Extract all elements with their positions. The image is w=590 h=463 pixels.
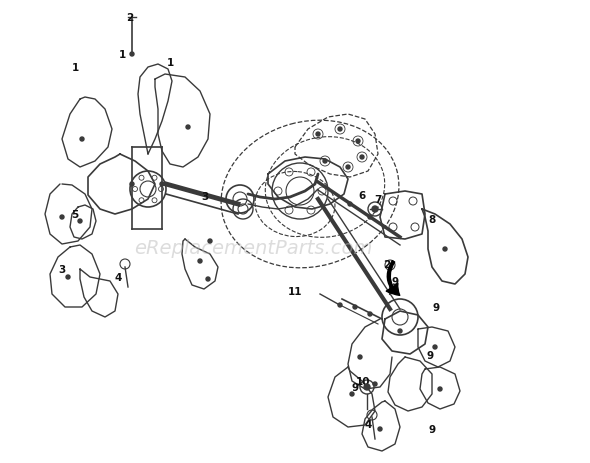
Circle shape (368, 313, 372, 316)
Circle shape (198, 259, 202, 263)
Circle shape (160, 182, 164, 187)
Circle shape (78, 219, 82, 224)
Text: 9: 9 (391, 276, 399, 287)
Circle shape (358, 355, 362, 359)
Text: 9: 9 (432, 302, 440, 313)
Circle shape (80, 138, 84, 142)
Text: 1: 1 (119, 50, 126, 60)
Text: 5: 5 (71, 210, 78, 219)
Circle shape (130, 182, 134, 187)
Circle shape (348, 202, 352, 206)
Circle shape (433, 345, 437, 349)
Circle shape (372, 206, 378, 213)
Text: 1: 1 (71, 63, 78, 73)
Circle shape (208, 239, 212, 244)
Circle shape (186, 126, 190, 130)
Text: eReplacementParts.com: eReplacementParts.com (135, 238, 373, 257)
Circle shape (206, 277, 210, 282)
FancyArrowPatch shape (386, 261, 400, 296)
Circle shape (323, 160, 327, 163)
Circle shape (130, 53, 134, 57)
Circle shape (60, 216, 64, 219)
Circle shape (66, 275, 70, 279)
Text: 8: 8 (428, 214, 435, 225)
Circle shape (353, 305, 357, 309)
Circle shape (350, 392, 354, 396)
Circle shape (443, 247, 447, 251)
Circle shape (356, 140, 360, 144)
Circle shape (398, 329, 402, 333)
Text: 9: 9 (428, 424, 435, 434)
Circle shape (316, 133, 320, 137)
Circle shape (338, 128, 342, 131)
Circle shape (346, 166, 350, 169)
Text: 10: 10 (356, 376, 371, 386)
Text: 3: 3 (201, 192, 209, 201)
Text: 7: 7 (374, 194, 382, 205)
Text: 4: 4 (364, 419, 372, 429)
Circle shape (438, 387, 442, 391)
Circle shape (364, 384, 370, 390)
Circle shape (360, 156, 364, 160)
Text: 3: 3 (58, 264, 65, 275)
Text: 9: 9 (352, 382, 359, 392)
Text: 2: 2 (384, 259, 391, 269)
Text: 11: 11 (288, 287, 302, 296)
Text: 6: 6 (358, 191, 366, 200)
Circle shape (338, 303, 342, 307)
Text: 9: 9 (427, 350, 434, 360)
Circle shape (368, 216, 372, 219)
Text: 4: 4 (114, 272, 122, 282)
Text: 1: 1 (166, 58, 173, 68)
Circle shape (373, 382, 377, 386)
Circle shape (378, 427, 382, 431)
Text: 2: 2 (126, 13, 133, 23)
